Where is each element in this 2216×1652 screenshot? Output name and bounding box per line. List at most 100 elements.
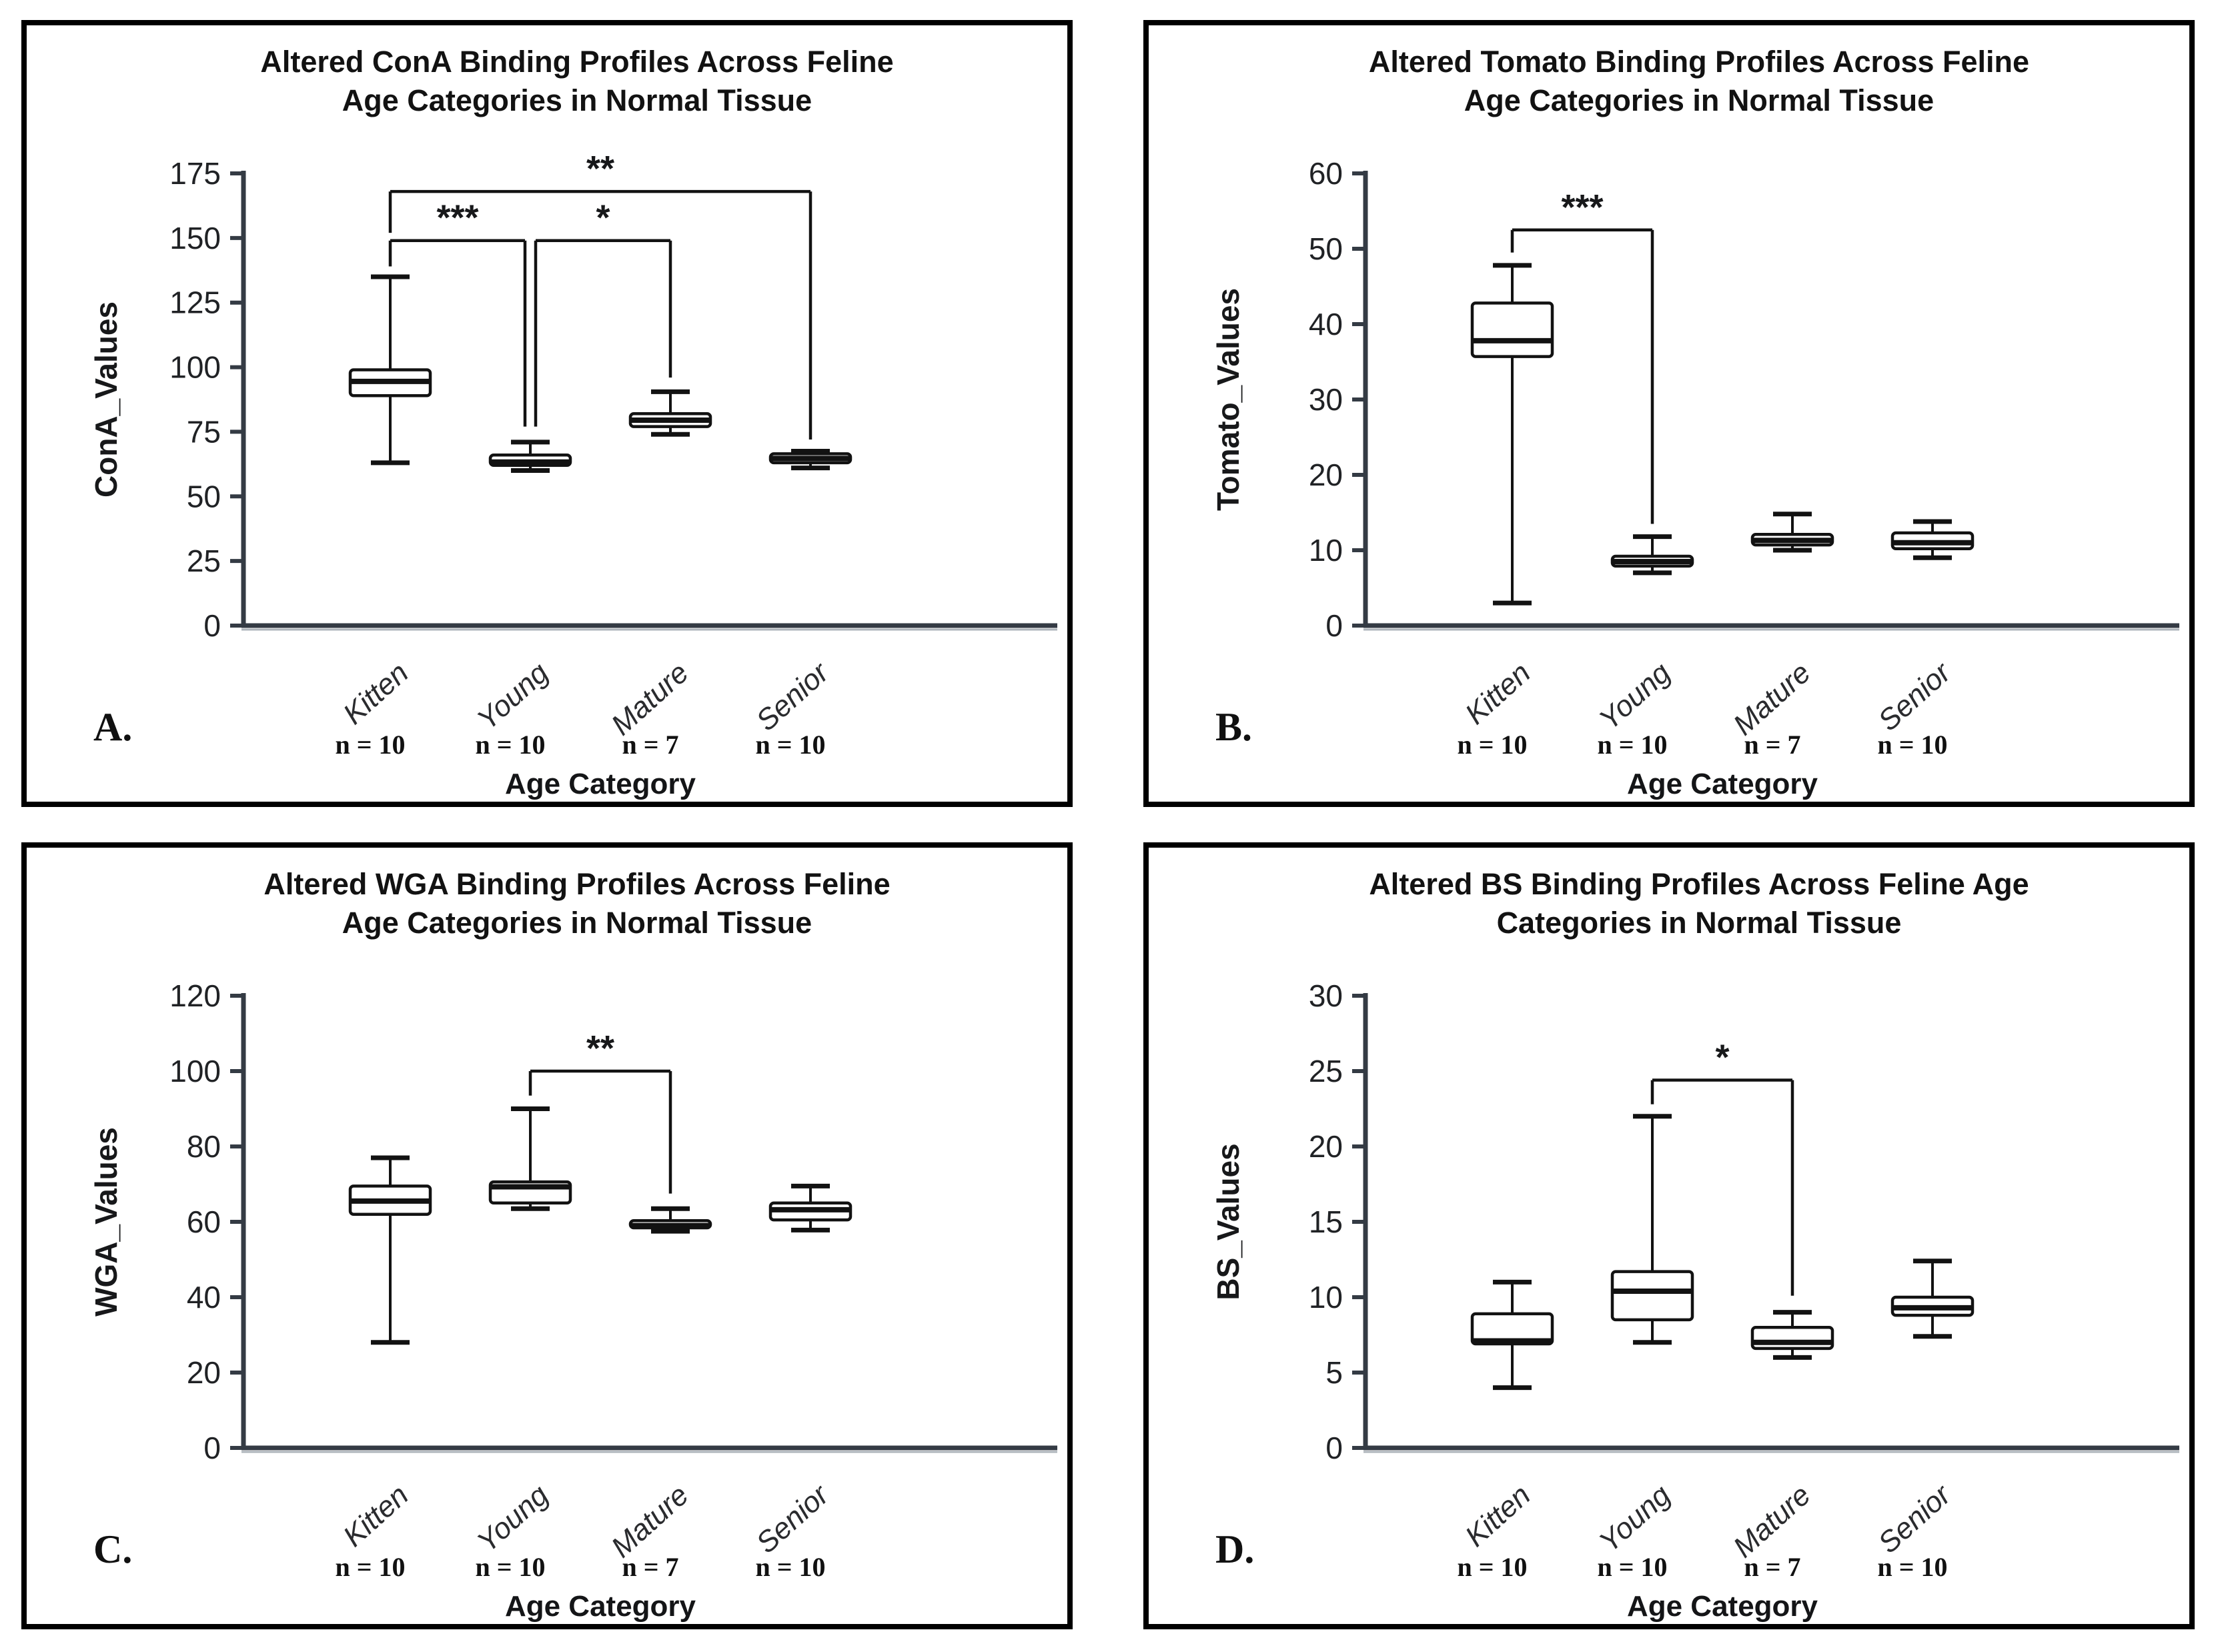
category-label: Mature [605,656,695,742]
y-axis-label: Tomato_Values [1211,288,1245,511]
n-label: n = 10 [1597,1552,1667,1582]
category-label: Kitten [1459,1479,1536,1553]
x-axis-label: Age Category [1627,1590,1818,1623]
y-tick-label: 50 [187,479,221,514]
category-label: Kitten [337,656,414,731]
category-label: Young [1593,656,1677,736]
y-tick-label: 15 [1309,1204,1343,1239]
panel-title-line1: Altered ConA Binding Profiles Across Fel… [260,45,894,79]
y-tick-label: 100 [169,1054,221,1088]
panel-a: 0 25 50 75 100 125 150 175 ConA_Values *** * ** Kitt… [21,20,1073,807]
y-tick-label: 75 [187,414,221,449]
n-label: n = 10 [755,1552,825,1582]
category-label: Kitten [337,1479,414,1553]
y-tick-label: 150 [169,221,221,255]
box-iqr [1750,1325,1834,1351]
panel-title: Altered BS Binding Profiles Across Felin… [1262,865,2136,942]
significance-label: ** [586,1028,614,1068]
panel-title-line2: Age Categories in Normal Tissue [342,83,812,117]
y-tick-label: 0 [1325,1431,1343,1465]
panel-c: 0 20 40 60 80 100 120 WGA_Values ** Kitten n = 10 Y… [21,842,1073,1629]
y-tick-label: 20 [1309,458,1343,492]
panel-letter-d: D. [1215,1527,1255,1571]
significance-label: * [1715,1038,1729,1078]
panel-title: Altered Tomato Binding Profiles Across F… [1262,43,2136,119]
panel-title-line1: Altered Tomato Binding Profiles Across F… [1368,45,2030,79]
y-axis-label: ConA_Values [89,301,123,498]
panel-title: Altered ConA Binding Profiles Across Fel… [140,43,1014,119]
y-tick-label: 30 [1309,978,1343,1013]
y-tick-label: 20 [187,1355,221,1390]
category-label: Senior [1872,1477,1958,1559]
n-label: n = 10 [1877,730,1947,760]
n-label: n = 10 [1457,730,1527,760]
n-label: n = 10 [755,730,825,760]
category-label: Senior [1872,655,1958,737]
n-label: n = 7 [622,730,678,760]
y-tick-label: 0 [1325,608,1343,643]
y-tick-label: 20 [1309,1129,1343,1164]
category-label: Young [471,656,555,736]
n-label: n = 10 [1457,1552,1527,1582]
significance-label: *** [1561,187,1603,227]
category-label: Young [1593,1479,1677,1559]
y-tick-label: 30 [1309,382,1343,417]
panel-letter-b: B. [1215,705,1253,749]
n-label: n = 7 [1744,1552,1800,1582]
n-label: n = 10 [335,1552,405,1582]
significance-label: *** [436,198,478,238]
y-axis-label: WGA_Values [89,1127,123,1317]
panel-d: 0 5 10 15 20 25 30 BS_Values * Kitten n = 10 Young n… [1143,842,2195,1629]
panel-title-line1: Altered BS Binding Profiles Across Felin… [1369,867,2029,901]
category-label: Mature [1727,1479,1817,1564]
n-label: n = 7 [1744,730,1800,760]
n-label: n = 10 [335,730,405,760]
y-tick-label: 100 [169,350,221,385]
y-tick-label: 0 [203,608,221,643]
x-axis-label: Age Category [505,1590,696,1623]
y-tick-label: 125 [169,285,221,320]
panel-title-line1: Altered WGA Binding Profiles Across Feli… [263,867,891,901]
category-label: Kitten [1459,656,1536,731]
y-tick-label: 175 [169,156,221,191]
x-axis-label: Age Category [505,768,696,800]
significance-label: * [596,198,610,238]
y-tick-label: 40 [1309,307,1343,341]
category-label: Senior [750,1477,836,1559]
y-tick-label: 60 [1309,156,1343,191]
category-label: Young [471,1479,555,1559]
y-tick-label: 25 [187,544,221,578]
category-label: Mature [1727,656,1817,742]
panel-title-line2: Categories in Normal Tissue [1496,905,1902,940]
box-iqr [1610,1270,1694,1322]
y-tick-label: 50 [1309,231,1343,266]
significance-label: ** [586,149,614,189]
box-iqr [1470,1312,1554,1346]
y-tick-label: 80 [187,1129,221,1164]
y-tick-label: 120 [169,978,221,1013]
y-tick-label: 60 [187,1204,221,1239]
n-label: n = 10 [1877,1552,1947,1582]
panel-letter-a: A. [93,705,133,749]
category-label: Senior [750,655,836,737]
y-tick-label: 40 [187,1280,221,1315]
n-label: n = 7 [622,1552,678,1582]
panel-title: Altered WGA Binding Profiles Across Feli… [140,865,1014,942]
y-tick-label: 10 [1309,533,1343,568]
y-tick-label: 0 [203,1431,221,1465]
n-label: n = 10 [1597,730,1667,760]
box-iqr [1470,301,1554,358]
n-label: n = 10 [475,1552,545,1582]
panel-b: 0 10 20 30 40 50 60 Tomato_Values *** Kitten n = 1… [1143,20,2195,807]
y-tick-label: 25 [1309,1054,1343,1088]
y-tick-label: 5 [1325,1355,1343,1390]
panel-letter-c: C. [93,1527,133,1571]
y-axis-label: BS_Values [1211,1143,1245,1300]
x-axis-label: Age Category [1627,768,1818,800]
n-label: n = 10 [475,730,545,760]
category-label: Mature [605,1479,695,1564]
